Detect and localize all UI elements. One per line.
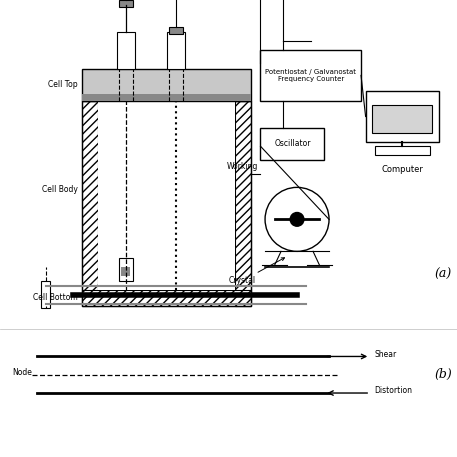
Bar xyxy=(121,267,130,276)
Text: Crystal: Crystal xyxy=(228,258,285,285)
Bar xyxy=(82,101,98,306)
Text: Computer: Computer xyxy=(381,165,423,174)
Bar xyxy=(41,281,50,308)
Bar xyxy=(366,91,439,142)
Bar xyxy=(82,69,251,101)
Bar xyxy=(119,0,133,7)
Text: Cell Bottom: Cell Bottom xyxy=(33,292,78,302)
Bar xyxy=(119,258,133,281)
Text: Cell Top: Cell Top xyxy=(48,80,78,89)
Text: Working: Working xyxy=(227,162,258,171)
Bar xyxy=(372,105,432,133)
Text: Distortion: Distortion xyxy=(375,386,413,395)
Bar xyxy=(235,101,251,306)
Text: Node: Node xyxy=(12,368,32,377)
Text: (a): (a) xyxy=(435,268,452,281)
Bar xyxy=(82,94,251,101)
Bar xyxy=(167,32,185,69)
Text: Oscillator: Oscillator xyxy=(274,139,311,149)
Circle shape xyxy=(290,213,304,226)
Bar xyxy=(260,128,324,160)
Text: (b): (b) xyxy=(435,368,452,381)
Circle shape xyxy=(265,187,329,251)
Text: Potentiostat / Galvanostat
Frequency Counter: Potentiostat / Galvanostat Frequency Cou… xyxy=(265,69,356,82)
Text: Cell Body: Cell Body xyxy=(42,185,78,194)
Bar xyxy=(117,32,135,69)
Text: Shear: Shear xyxy=(375,350,397,359)
Bar xyxy=(375,146,430,155)
Bar xyxy=(169,27,183,34)
Bar xyxy=(260,50,361,101)
Bar xyxy=(82,101,251,306)
Bar xyxy=(82,290,251,306)
Bar xyxy=(98,101,235,290)
